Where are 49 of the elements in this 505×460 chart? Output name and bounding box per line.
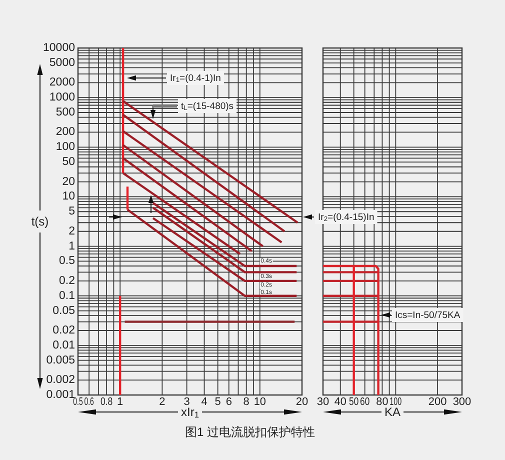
x-tick-label: 0.8 <box>100 396 116 408</box>
y-axis-title: t(s) <box>31 214 49 228</box>
x-tick-label: 1 <box>117 396 124 408</box>
x-tick-label: 40 <box>334 396 347 408</box>
y-tick-label: 0.2 <box>59 274 75 287</box>
caption: 图1 过电流脱扣保护特性 <box>184 425 316 439</box>
y-tick-label: 20 <box>62 176 75 188</box>
x-tick-label: 2 <box>159 396 166 408</box>
y-tick-label: 1000 <box>49 92 75 104</box>
x-tick-label: 300 <box>452 396 472 408</box>
annotation: Ics=In-50/75KA <box>395 310 461 320</box>
x-axis-title: xIr$_{1}$ <box>180 405 200 420</box>
y-tick-label: 0.1 <box>59 290 75 302</box>
y-tick-label: 2 <box>68 225 75 238</box>
y-tick-label: 50 <box>62 156 75 168</box>
y-tick-label: 200 <box>56 126 75 138</box>
annotation: Ir$_{1}$=(0.4-1)In <box>170 72 221 84</box>
x-tick-label: 100 <box>390 396 408 408</box>
x-tick-label: 5 <box>214 396 221 408</box>
x-tick-label: 20 <box>296 396 308 408</box>
y-tick-label: 0.05 <box>52 304 75 317</box>
y-tick-label: 5 <box>68 206 75 218</box>
x-tick-label: 60 <box>360 396 372 408</box>
x-tick-label: 50 <box>349 396 362 408</box>
x-tick-label: 4 <box>201 396 208 408</box>
x-tick-label: 80 <box>376 396 388 408</box>
y-tick-label: 2000 <box>49 76 75 89</box>
y-tick-label: 10000 <box>43 42 75 54</box>
x-tick-label: 6 <box>226 396 232 408</box>
y-tick-label: 100 <box>56 141 75 154</box>
x-axis-title: KA <box>384 405 401 419</box>
x-tick-label: 3 <box>184 396 190 408</box>
y-tick-label: 0.002 <box>46 374 75 386</box>
x-tick-label: 0.6 <box>84 396 100 408</box>
y-tick-label: 5000 <box>49 56 75 69</box>
y-tick-label: 0.001 <box>46 389 75 401</box>
y-tick-label: 0.01 <box>52 339 75 352</box>
y-tick-label: 0.5 <box>59 255 75 268</box>
annotation: Ir$_{2}$=(0.4-15)In <box>318 212 374 223</box>
x-tick-label: 10 <box>254 396 266 408</box>
x-tick-label: 30 <box>316 396 330 408</box>
y-tick-label: 0.005 <box>46 354 75 366</box>
annotation: t$_{L}$=(15-480)s <box>181 100 234 112</box>
y-tick-label: 0.02 <box>52 324 75 337</box>
x-tick-label: 200 <box>428 396 447 408</box>
y-tick-label: 10 <box>62 190 75 203</box>
x-tick-label: 8 <box>243 396 250 408</box>
y-tick-label: 1 <box>68 240 75 252</box>
y-tick-label: 500 <box>56 106 75 118</box>
